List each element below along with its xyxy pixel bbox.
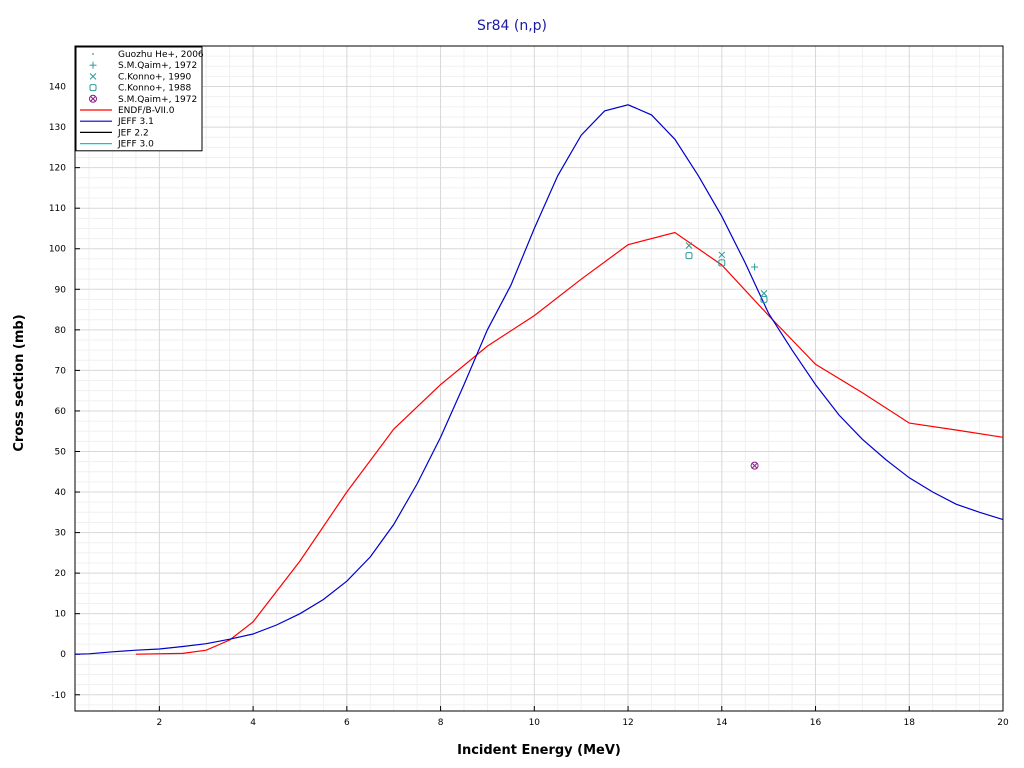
y-tick-label: 70 (55, 366, 67, 376)
legend-label: JEFF 3.0 (117, 140, 154, 150)
legend-box (75, 46, 203, 152)
legend-swatch (89, 94, 97, 103)
x-tick-label: 14 (716, 718, 728, 728)
legend-label: JEF 2.2 (117, 128, 149, 138)
axis-ticks: 2 4 6 8 10 12 14 16 18 20 -10 0 10 20 30 40 50 60 70 80 90 10… (49, 83, 1009, 728)
data-point (760, 289, 768, 297)
y-tick-label: 120 (49, 164, 66, 174)
marker-stroke (685, 252, 693, 260)
legend-label: S.M.Qaim+, 1972 (118, 61, 197, 71)
series-line (135, 231, 1004, 655)
y-tick-label: 60 (55, 407, 67, 417)
data-point (718, 259, 726, 267)
marker-stroke (752, 463, 758, 469)
legend-label: ENDF/B-VII.0 (118, 106, 175, 116)
marker-stroke (89, 73, 97, 80)
legend-label: C.Konno+, 1988 (118, 84, 191, 94)
legend-swatch (89, 84, 97, 92)
legend-swatch (89, 61, 97, 69)
x-tick-label: 4 (250, 718, 256, 728)
y-tick-label: 30 (55, 529, 67, 539)
y-tick-label: 0 (60, 650, 66, 660)
legend-label: Guozhu He+, 2006 (118, 50, 204, 60)
y-tick-label: 20 (55, 569, 67, 579)
grid (75, 46, 1004, 711)
data-point (760, 295, 768, 303)
x-tick-label: 2 (156, 718, 162, 728)
marker-stroke (760, 295, 768, 303)
marker-stroke (89, 94, 97, 103)
y-tick-label: 80 (55, 326, 67, 336)
x-tick-label: 16 (810, 718, 822, 728)
x-tick-label: 20 (997, 718, 1009, 728)
y-tick-label: 40 (55, 488, 67, 498)
legend-swatch (92, 53, 94, 55)
x-tick-label: 6 (344, 718, 350, 728)
series-line (74, 104, 1004, 655)
y-tick-label: 140 (49, 83, 66, 93)
x-tick-label: 12 (622, 718, 633, 728)
marker-stroke (718, 259, 726, 267)
y-tick-label: 10 (55, 610, 67, 620)
y-tick-label: 90 (55, 285, 67, 295)
legend-swatch (89, 73, 97, 80)
y-axis-label: Cross section (mb) (12, 314, 27, 451)
y-tick-label: 100 (49, 245, 66, 255)
marker-stroke (89, 84, 97, 92)
x-tick-label: 8 (438, 718, 444, 728)
data-point (751, 263, 759, 271)
y-tick-label: 130 (49, 123, 66, 133)
x-tick-label: 10 (529, 718, 541, 728)
marker-stroke (685, 242, 693, 249)
legend-label: C.Konno+, 1990 (118, 72, 191, 82)
data-point (685, 252, 693, 260)
marker-stroke (718, 251, 726, 259)
data-point (750, 461, 759, 470)
data-points (685, 242, 768, 470)
marker-stroke (750, 461, 759, 470)
plot-frame (74, 45, 1004, 712)
data-point (685, 242, 693, 249)
x-axis-label: Incident Energy (MeV) (457, 743, 621, 758)
y-tick-label: 110 (49, 204, 66, 214)
marker-stroke (92, 53, 94, 55)
y-tick-label: 50 (55, 447, 67, 457)
y-tick-label: -10 (51, 691, 66, 701)
legend-label: S.M.Qaim+, 1972 (118, 95, 197, 105)
chart-title: Sr84 (n,p) (477, 18, 547, 34)
legend-label: JEFF 3.1 (117, 117, 154, 127)
data-point (718, 251, 726, 259)
x-tick-label: 18 (904, 718, 916, 728)
series-lines (74, 104, 1004, 655)
marker-stroke (90, 96, 96, 102)
marker-stroke (760, 289, 768, 297)
